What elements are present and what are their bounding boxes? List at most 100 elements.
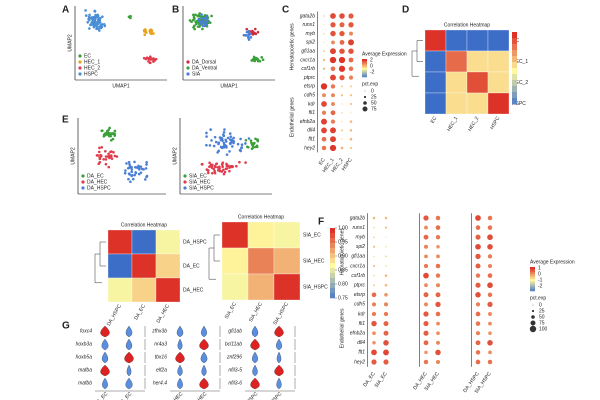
expression-dot <box>435 273 441 278</box>
gene-label: cdh5 <box>354 302 365 308</box>
expression-dot <box>371 320 377 327</box>
cell-point <box>208 161 211 165</box>
row-label: DA_EC <box>183 263 200 269</box>
cell-point <box>98 160 102 164</box>
expression-dot <box>348 13 354 19</box>
cell-point <box>194 22 198 26</box>
cell-point <box>249 32 252 36</box>
expression-dot <box>323 50 325 53</box>
expression-dot <box>487 263 493 269</box>
violin <box>175 351 185 364</box>
colorbar-tick-label: -2 <box>370 69 375 75</box>
expression-dot <box>385 255 387 258</box>
cell-point <box>84 14 88 17</box>
violin <box>124 351 134 364</box>
gene-label: hey2 <box>354 359 365 365</box>
cell-point <box>218 169 222 173</box>
y-axis-label: UMAP2 <box>172 147 178 164</box>
cell-point <box>113 132 116 136</box>
cell-point <box>137 165 141 169</box>
column-label: DA_HEC <box>156 303 172 324</box>
violin <box>100 325 110 338</box>
cell-point <box>88 13 91 17</box>
violin <box>199 338 209 351</box>
heatmap-cell <box>466 92 489 115</box>
cell-point <box>96 154 100 157</box>
heatmap-cell <box>445 50 468 73</box>
cell-point <box>254 32 258 36</box>
expression-dot <box>321 110 327 115</box>
cell-point <box>202 17 206 20</box>
cell-point <box>101 129 104 132</box>
column-label: SIA_HEC <box>248 301 264 323</box>
expression-dot <box>340 129 344 132</box>
heatmap-cell <box>487 71 510 94</box>
expression-dot <box>331 102 335 106</box>
cell-point <box>231 165 235 168</box>
violin <box>252 364 258 377</box>
gene-label: gata2b <box>300 13 316 19</box>
expression-dot <box>384 292 388 297</box>
colorbar <box>330 233 335 239</box>
cell-point <box>213 135 217 139</box>
legend-title: pct.exp <box>530 295 546 301</box>
cell-point <box>228 132 232 135</box>
legend-label: EC <box>84 53 91 59</box>
expression-dot <box>384 283 388 287</box>
gene-label: etsrp <box>354 292 365 298</box>
gene-label: etsrp <box>304 84 315 90</box>
heatmap-cell <box>487 29 510 52</box>
cell-point <box>225 167 229 170</box>
cell-point <box>192 15 196 19</box>
expression-dot <box>475 359 481 365</box>
expression-dot <box>330 119 336 124</box>
expression-dot <box>487 234 493 241</box>
expression-dot <box>475 282 481 288</box>
colorbar <box>330 263 335 269</box>
colorbar <box>530 279 535 282</box>
group-label: Hematopoietic genes <box>339 228 345 275</box>
expression-dot <box>475 340 481 346</box>
group-bracket <box>419 213 420 290</box>
cell-point <box>225 153 229 156</box>
expression-dot <box>488 321 492 326</box>
x-tick-label: SIA_EC <box>117 391 134 400</box>
colorbar <box>512 44 517 51</box>
cell-point <box>109 155 113 158</box>
violin <box>126 364 132 377</box>
cell-point <box>201 27 204 31</box>
cell-point <box>217 149 220 153</box>
heatmap-cell <box>445 29 468 52</box>
gene-label: cxcr1a <box>350 263 365 269</box>
heatmap-cell <box>487 50 510 73</box>
x-axis-label: UMAP1 <box>220 83 237 89</box>
expression-dot <box>349 120 353 123</box>
violin <box>177 377 183 390</box>
cell-point <box>205 143 208 147</box>
legend-label: SIA_HSPC <box>189 185 214 191</box>
cell-point <box>212 144 216 148</box>
heatmap-cell <box>466 50 489 73</box>
cell-point <box>208 144 212 147</box>
cell-point <box>205 168 209 171</box>
expression-dot <box>436 254 440 259</box>
cell-point <box>192 18 196 21</box>
cell-point <box>145 160 148 164</box>
heatmap-cell <box>445 92 468 115</box>
cell-point <box>93 9 96 13</box>
cell-point <box>208 21 212 24</box>
gene-label: gata2b <box>350 215 366 221</box>
cell-point <box>128 165 132 168</box>
expression-dot <box>349 102 353 106</box>
gene-label: tbx16 <box>155 354 167 360</box>
expression-dot <box>350 112 352 114</box>
cell-point <box>244 161 247 164</box>
expression-dot <box>339 39 345 45</box>
column-label: HSPC <box>489 115 501 130</box>
cell-point <box>104 155 108 158</box>
cell-point <box>149 55 152 59</box>
expression-dot <box>373 255 375 258</box>
legend-dot <box>183 180 187 184</box>
row-label: DA_HSPC <box>183 239 207 245</box>
colorbar <box>362 62 367 65</box>
